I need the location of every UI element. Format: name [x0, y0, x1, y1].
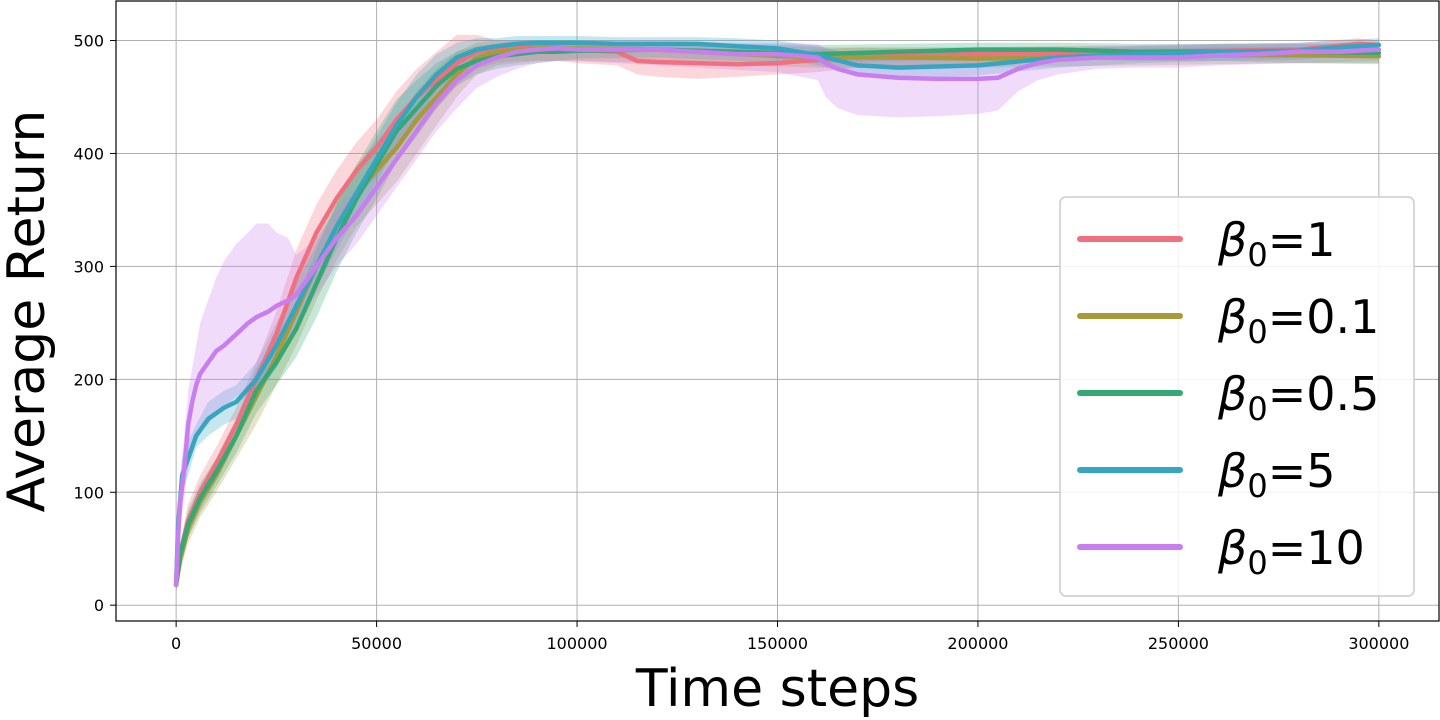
y-tick-label: 100: [73, 483, 104, 502]
y-tick-label: 400: [73, 144, 104, 163]
line-series-4: [173, 46, 1382, 588]
legend-label-0: β0=1: [1217, 213, 1336, 274]
x-tick-label: 50000: [351, 634, 402, 653]
legend-symbol: β: [1217, 444, 1247, 498]
legend-value: =0.5: [1268, 367, 1380, 421]
legend-subscript: 0: [1247, 313, 1267, 351]
legend-label-2: β0=0.5: [1217, 367, 1379, 428]
x-tick-label: 0: [171, 634, 181, 653]
legend-label-3: β0=5: [1217, 444, 1336, 505]
y-tick-label: 300: [73, 257, 104, 276]
legend-subscript: 0: [1247, 544, 1267, 582]
legend-value: =0.1: [1268, 290, 1380, 344]
legend-symbol: β: [1217, 213, 1247, 267]
legend-box: [1059, 196, 1415, 597]
y-tick-label: 0: [94, 596, 104, 615]
line-series-3: [173, 40, 1382, 588]
legend-subscript: 0: [1247, 236, 1267, 274]
y-tick-label: 500: [73, 32, 104, 51]
legend-subscript: 0: [1247, 390, 1267, 428]
x-tick-label: 300000: [1348, 634, 1409, 653]
line-series-2: [173, 47, 1382, 588]
legend-value: =1: [1268, 213, 1336, 267]
x-tick-label: 100000: [547, 634, 608, 653]
legend-label-4: β0=10: [1217, 521, 1365, 582]
legend-value: =5: [1268, 444, 1336, 498]
legend-symbol: β: [1217, 367, 1247, 421]
x-tick-label: 250000: [1148, 634, 1209, 653]
legend-label-1: β0=0.1: [1217, 290, 1379, 351]
x-tick-label: 150000: [747, 634, 808, 653]
y-axis-title: Average Return: [0, 110, 57, 513]
x-tick-label: 200000: [947, 634, 1008, 653]
legend-symbol: β: [1217, 290, 1247, 344]
x-axis-title: Time steps: [635, 659, 919, 719]
legend: β0=1β0=0.1β0=0.5β0=5β0=10: [1059, 196, 1415, 597]
legend-symbol: β: [1217, 521, 1247, 575]
legend-value: =10: [1268, 521, 1365, 575]
legend-subscript: 0: [1247, 467, 1267, 505]
axis-ticks: 0 50000 100000 150000 200000 250000 3000000100…: [73, 32, 1409, 653]
series-lines: [173, 40, 1382, 588]
y-tick-label: 200: [73, 370, 104, 389]
